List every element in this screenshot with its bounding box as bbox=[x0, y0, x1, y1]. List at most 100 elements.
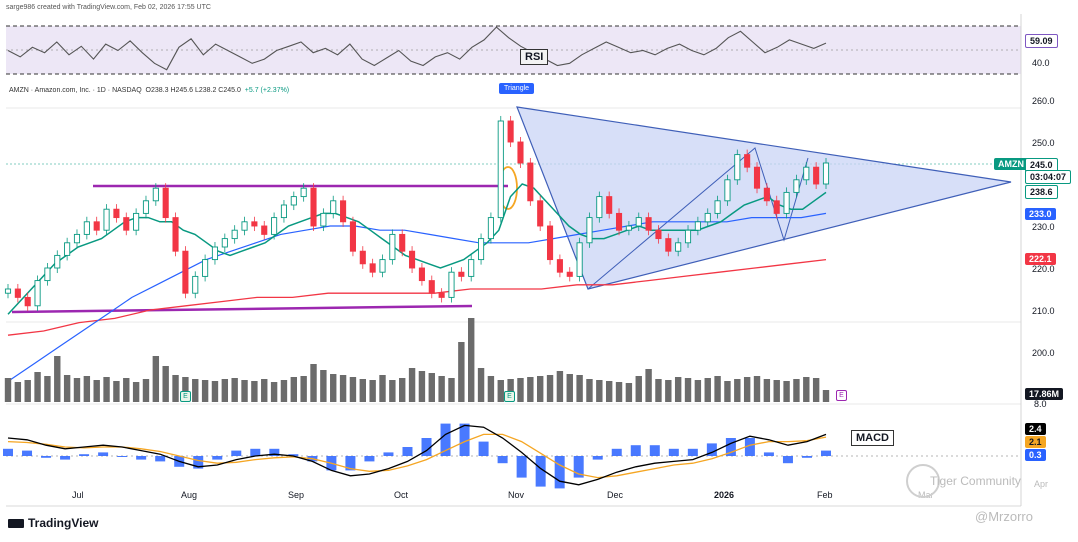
volume-bar bbox=[428, 373, 435, 402]
x-tick-2026: 2026 bbox=[714, 490, 735, 500]
watermark-user: @Mrzorro bbox=[975, 509, 1033, 524]
volume-bar bbox=[349, 377, 357, 402]
volume-bar bbox=[359, 379, 366, 402]
candle-body bbox=[684, 229, 692, 244]
candle-body bbox=[241, 221, 248, 231]
candle-body bbox=[635, 217, 642, 227]
candle-body bbox=[300, 187, 307, 198]
candle-body bbox=[734, 154, 741, 181]
macd-histogram-bar bbox=[155, 456, 166, 462]
candle-body bbox=[330, 200, 337, 214]
volume-bar bbox=[684, 378, 692, 402]
candle-body bbox=[418, 267, 425, 282]
candle-body bbox=[478, 238, 485, 261]
macd-histogram-bar bbox=[288, 454, 299, 456]
candle-body bbox=[576, 242, 583, 277]
volume-bar bbox=[34, 372, 41, 402]
candle-body bbox=[763, 187, 770, 202]
macd-histogram-bar bbox=[782, 456, 793, 464]
earnings-marker-nov[interactable]: E bbox=[504, 391, 515, 402]
volume-bar bbox=[132, 382, 140, 402]
x-tick-apr: Apr bbox=[1034, 479, 1049, 489]
candle-body bbox=[83, 221, 90, 235]
y-tick-220: 220.0 bbox=[1032, 264, 1055, 274]
candle-body bbox=[192, 275, 199, 294]
symbol-line: AMZN · Amazon.com, Inc. · 1D · NASDAQ bbox=[9, 87, 142, 94]
x-tick-oct: Oct bbox=[394, 490, 409, 500]
candle-body bbox=[142, 200, 150, 214]
macd-histogram-bar bbox=[364, 456, 375, 462]
candle-body bbox=[310, 187, 317, 227]
rsi-tick-40: 40.0 bbox=[1032, 58, 1050, 68]
candle-body bbox=[280, 204, 288, 219]
y-tick-250: 250.0 bbox=[1032, 138, 1055, 148]
candle-body bbox=[615, 212, 623, 231]
macd-histogram-bar bbox=[212, 456, 223, 460]
volume-bar bbox=[674, 377, 682, 402]
candle-body bbox=[202, 259, 209, 277]
candle-body bbox=[133, 212, 140, 231]
volume-bar bbox=[330, 374, 337, 402]
volume-bar bbox=[103, 377, 110, 402]
macd-histogram-bar bbox=[250, 448, 261, 456]
candle-body bbox=[113, 208, 120, 219]
volume-bar bbox=[615, 382, 623, 402]
candle-body bbox=[596, 196, 603, 219]
volume-bar bbox=[389, 380, 396, 402]
macd-histogram-bar bbox=[630, 445, 641, 456]
candle-body bbox=[271, 217, 278, 235]
macd-histogram-bar bbox=[821, 450, 831, 456]
earnings-marker-feb[interactable]: E bbox=[836, 390, 847, 401]
candle-body bbox=[675, 242, 682, 252]
volume-bar bbox=[734, 379, 741, 402]
volume-bar bbox=[556, 371, 564, 402]
tradingview-logo: TradingView bbox=[8, 516, 98, 530]
rsi-band bbox=[6, 26, 1021, 74]
volume-bar bbox=[793, 379, 800, 402]
macd-histogram-bar bbox=[649, 445, 660, 456]
ticker-badge: AMZN bbox=[994, 158, 1028, 170]
candle-body bbox=[73, 233, 81, 244]
macd-line-badge: 2.4 bbox=[1025, 423, 1046, 435]
candles-group bbox=[4, 115, 830, 311]
candle-body bbox=[438, 292, 445, 298]
macd-histogram-bar bbox=[706, 443, 717, 456]
volume-bar bbox=[822, 390, 830, 402]
volume-bar bbox=[704, 378, 711, 402]
macd-histogram-bar bbox=[440, 423, 451, 456]
volume-bar bbox=[655, 379, 662, 402]
brand-text: TradingView bbox=[28, 516, 99, 530]
volume-bar bbox=[517, 378, 524, 402]
candle-body bbox=[665, 238, 672, 252]
volume-bar bbox=[221, 379, 229, 402]
volume-bar bbox=[172, 375, 179, 402]
x-tick-aug: Aug bbox=[181, 490, 198, 500]
volume-bar bbox=[812, 378, 820, 402]
macd-histogram-bar bbox=[402, 447, 413, 456]
volume-bar bbox=[123, 378, 130, 402]
y-tick-260: 260.0 bbox=[1032, 96, 1055, 106]
candle-body bbox=[625, 225, 632, 231]
x-tick-nov: Nov bbox=[508, 490, 525, 500]
symbol-header: AMZN · Amazon.com, Inc. · 1D · NASDAQ O2… bbox=[9, 87, 289, 94]
candle-body bbox=[389, 233, 396, 261]
volume-bar bbox=[625, 383, 633, 402]
volume-bar bbox=[399, 378, 406, 402]
candle-body bbox=[458, 271, 465, 277]
volume-bar bbox=[211, 381, 219, 402]
candle-body bbox=[221, 238, 228, 248]
macd-histogram-bar bbox=[535, 456, 546, 487]
candle-body bbox=[379, 259, 386, 273]
candle-body bbox=[527, 162, 534, 202]
volume-bar bbox=[665, 380, 672, 402]
macd-histogram-bar bbox=[117, 456, 128, 457]
macd-histogram-bar bbox=[79, 454, 90, 456]
candle-body bbox=[803, 166, 810, 181]
earnings-marker-aug[interactable]: E bbox=[180, 391, 191, 402]
volume-bar bbox=[468, 318, 475, 402]
volume-bar bbox=[339, 375, 347, 402]
y-tick-230: 230.0 bbox=[1032, 222, 1055, 232]
candle-body bbox=[152, 187, 159, 202]
macd-histogram-bar bbox=[459, 423, 470, 456]
candle-body bbox=[566, 271, 573, 277]
